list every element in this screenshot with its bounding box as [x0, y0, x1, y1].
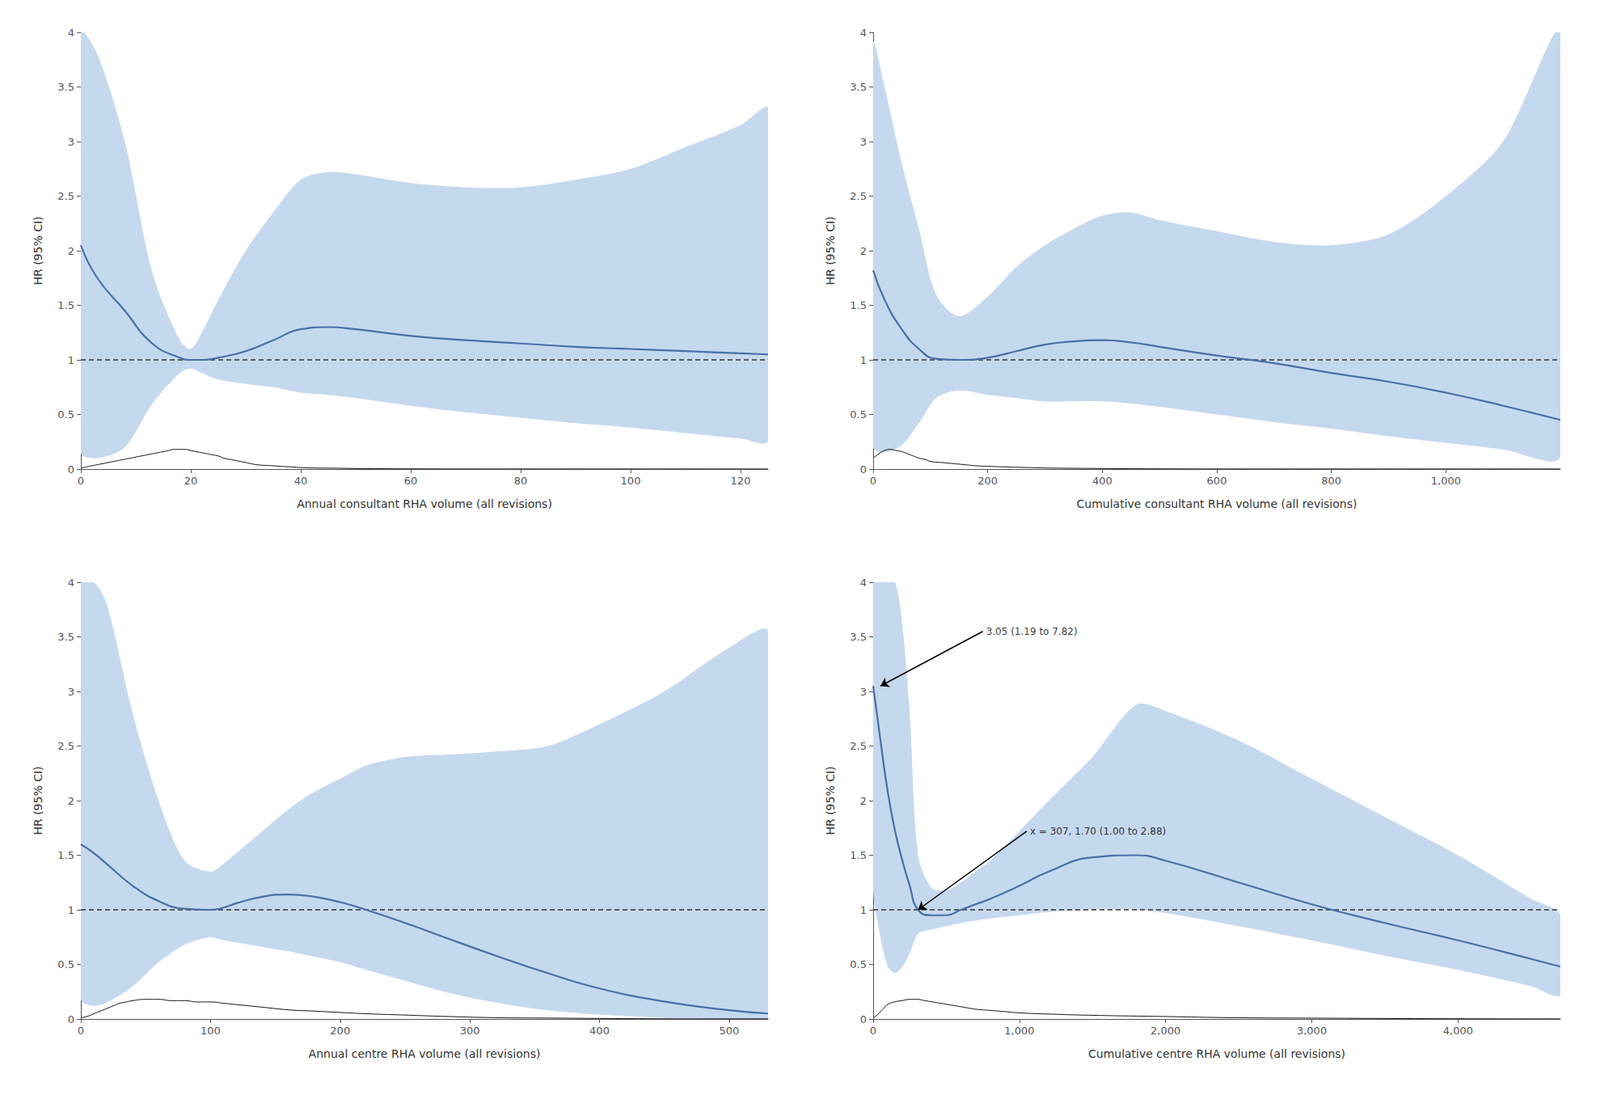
- svg-text:2,000: 2,000: [1150, 1024, 1181, 1037]
- svg-text:60: 60: [404, 474, 418, 487]
- svg-text:Annual centre RHA volume (all: Annual centre RHA volume (all revisions): [308, 1046, 541, 1060]
- svg-text:1,000: 1,000: [1004, 1024, 1035, 1037]
- svg-text:400: 400: [589, 1024, 610, 1037]
- svg-text:1: 1: [67, 903, 75, 917]
- svg-text:1.5: 1.5: [57, 848, 75, 862]
- svg-text:3: 3: [860, 685, 867, 698]
- svg-text:1.5: 1.5: [57, 299, 75, 312]
- svg-text:800: 800: [1321, 474, 1342, 487]
- svg-text:2: 2: [860, 794, 867, 807]
- svg-text:3.5: 3.5: [849, 630, 867, 643]
- svg-text:2: 2: [860, 244, 867, 258]
- svg-text:3: 3: [67, 685, 75, 698]
- svg-text:4: 4: [860, 576, 867, 589]
- svg-text:HR (95% CI): HR (95% CI): [31, 765, 45, 835]
- svg-text:20: 20: [184, 474, 199, 487]
- svg-text:0: 0: [67, 463, 75, 476]
- svg-text:0.5: 0.5: [849, 408, 867, 421]
- svg-text:0: 0: [869, 474, 877, 487]
- svg-text:0.5: 0.5: [57, 958, 75, 971]
- svg-text:120: 120: [730, 474, 752, 487]
- svg-text:HR (95% CI): HR (95% CI): [823, 215, 837, 285]
- svg-text:40: 40: [294, 474, 309, 487]
- svg-text:0.5: 0.5: [849, 958, 867, 971]
- svg-text:0: 0: [860, 1013, 867, 1026]
- svg-text:4: 4: [67, 576, 75, 589]
- svg-text:1: 1: [860, 903, 867, 917]
- svg-text:4: 4: [860, 26, 867, 39]
- svg-text:600: 600: [1207, 474, 1228, 487]
- svg-text:4: 4: [67, 26, 75, 39]
- svg-text:2: 2: [67, 244, 75, 258]
- svg-text:0.5: 0.5: [57, 408, 75, 421]
- svg-text:2.5: 2.5: [57, 739, 75, 752]
- svg-text:0: 0: [77, 1024, 85, 1037]
- svg-text:0: 0: [67, 1013, 75, 1026]
- svg-text:3.5: 3.5: [849, 80, 867, 93]
- svg-text:HR (95% CI): HR (95% CI): [823, 765, 837, 835]
- svg-text:3.5: 3.5: [57, 630, 75, 643]
- svg-text:Cumulative consultant RHA volu: Cumulative consultant RHA volume (all re…: [1076, 497, 1358, 511]
- svg-text:80: 80: [514, 474, 528, 487]
- svg-text:500: 500: [718, 1024, 739, 1037]
- svg-text:3: 3: [860, 135, 867, 148]
- svg-text:200: 200: [977, 474, 998, 487]
- svg-text:300: 300: [460, 1024, 481, 1037]
- svg-text:1: 1: [67, 354, 75, 367]
- svg-text:2: 2: [67, 794, 75, 807]
- svg-text:1: 1: [860, 354, 867, 367]
- svg-text:2.5: 2.5: [57, 189, 75, 203]
- svg-text:0: 0: [77, 474, 85, 487]
- svg-text:100: 100: [200, 1024, 221, 1037]
- svg-text:3.5: 3.5: [57, 80, 75, 93]
- svg-text:3.05 (1.19 to 7.82): 3.05 (1.19 to 7.82): [986, 625, 1078, 638]
- svg-text:100: 100: [620, 474, 642, 487]
- svg-text:1.5: 1.5: [849, 299, 867, 312]
- svg-text:0: 0: [860, 463, 867, 476]
- svg-text:Cumulative centre RHA volume (: Cumulative centre RHA volume (all revisi…: [1088, 1046, 1346, 1060]
- svg-text:Annual consultant RHA volume (: Annual consultant RHA volume (all revisi…: [296, 497, 553, 511]
- svg-text:x = 307, 1.70 (1.00 to 2.88): x = 307, 1.70 (1.00 to 2.88): [1030, 825, 1166, 837]
- svg-text:3,000: 3,000: [1296, 1024, 1327, 1037]
- svg-text:4,000: 4,000: [1443, 1024, 1474, 1037]
- svg-text:HR (95% CI): HR (95% CI): [31, 215, 45, 285]
- svg-text:1.5: 1.5: [849, 848, 867, 862]
- svg-text:3: 3: [67, 135, 75, 148]
- svg-text:0: 0: [869, 1024, 877, 1037]
- svg-text:2.5: 2.5: [849, 189, 867, 203]
- svg-text:1,000: 1,000: [1431, 474, 1461, 487]
- svg-text:400: 400: [1092, 474, 1113, 487]
- svg-text:200: 200: [329, 1024, 351, 1037]
- svg-text:2.5: 2.5: [849, 739, 867, 752]
